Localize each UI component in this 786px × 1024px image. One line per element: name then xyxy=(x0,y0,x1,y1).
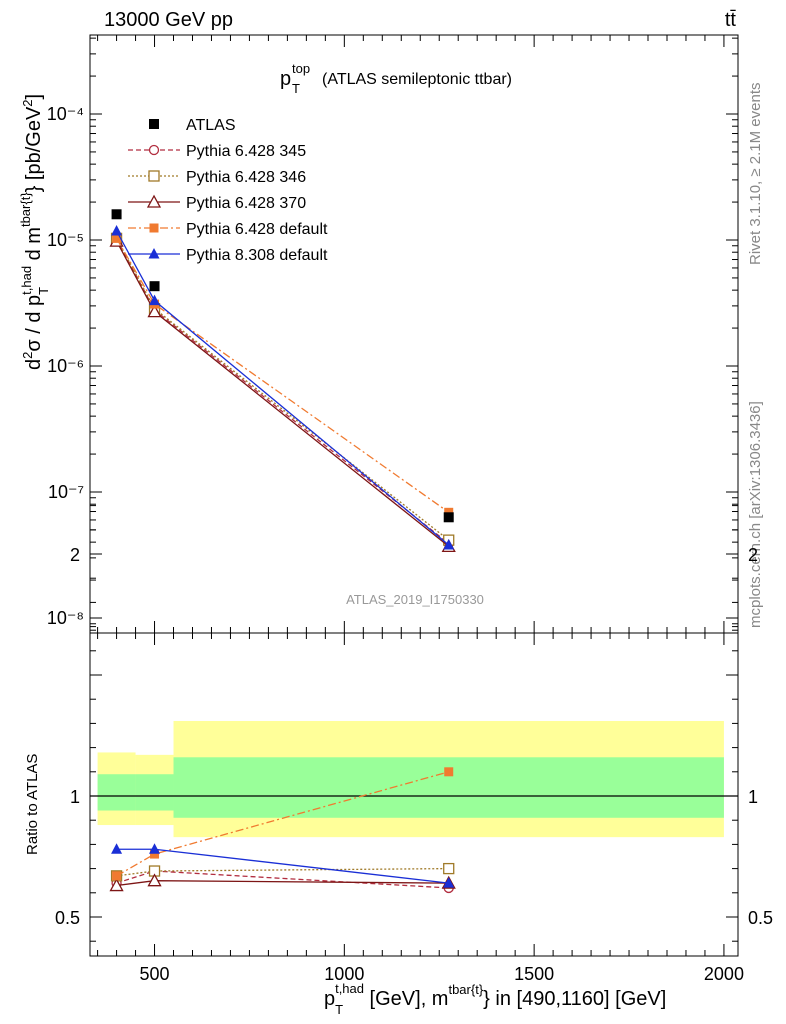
legend-marker-data xyxy=(149,119,159,129)
rivet-version-text: Rivet 3.1.10, ≥ 2.1M events xyxy=(747,83,764,266)
legend-label: Pythia 6.428 345 xyxy=(186,143,306,160)
series-point-main xyxy=(147,304,162,318)
svg-text:T: T xyxy=(292,81,300,96)
svg-text:p: p xyxy=(280,68,291,90)
series-point-ratio xyxy=(109,878,124,892)
y-tick-label: 10⁻⁷ xyxy=(48,482,84,502)
legend-label: Pythia 6.428 370 xyxy=(186,195,306,212)
plot-title-text: (ATLAS semileptonic ttbar) xyxy=(322,71,512,88)
legend-marker xyxy=(146,194,162,208)
ratio-y-tick-label-right: 1 xyxy=(748,787,758,807)
ratio-y-tick-label-right: 2 xyxy=(748,545,758,565)
data-point xyxy=(111,209,122,220)
legend-label-data: ATLAS xyxy=(186,117,236,134)
series-point-ratio xyxy=(111,843,123,854)
series-point-ratio xyxy=(149,843,161,854)
legend-marker xyxy=(149,223,159,233)
legend-label: Pythia 8.308 default xyxy=(186,247,328,264)
ratio-band-inner xyxy=(97,774,136,811)
data-point xyxy=(149,281,160,292)
ratio-y-tick-label-right: 0.5 xyxy=(748,908,773,928)
svg-text:top: top xyxy=(292,61,310,76)
series-point-main xyxy=(443,538,455,550)
legend-marker xyxy=(148,248,160,259)
y-tick-label: 10⁻⁵ xyxy=(47,230,84,250)
y-tick-label: 10⁻⁸ xyxy=(47,608,84,628)
axes-layer: 500 1000 1500 2000 10⁻⁸ 10⁻⁷ 10⁻⁶ 10⁻⁵ 10⁻⁴ 0.5 0.… xyxy=(47,34,773,984)
legend: ATLAS Pythia 6.428 345 Pythia 6.428 346 Pyt… xyxy=(128,117,328,264)
legend-label: Pythia 6.428 346 xyxy=(186,169,306,186)
series-point-ratio xyxy=(444,767,454,777)
y-tick-label: 10⁻⁶ xyxy=(47,356,84,376)
ratio-y-tick-label: 1 xyxy=(70,787,80,807)
ratio-band-inner xyxy=(135,774,174,811)
series-point-ratio xyxy=(443,862,455,875)
y-tick-label: 10⁻⁴ xyxy=(47,104,84,124)
series-line-ratio xyxy=(116,867,449,877)
x-tick-label: 1000 xyxy=(324,964,364,984)
series-point-ratio xyxy=(150,849,160,859)
analysis-id-watermark: ATLAS_2019_I1750330 xyxy=(346,592,484,607)
x-tick-label: 1500 xyxy=(514,964,554,984)
ratio-y-axis-label: Ratio to ATLAS xyxy=(24,754,41,855)
legend-label: Pythia 6.428 default xyxy=(186,221,328,238)
legend-marker xyxy=(148,144,160,156)
header-left: 13000 GeV pp xyxy=(104,9,233,31)
ratio-y-tick-label: 0.5 xyxy=(55,908,80,928)
x-tick-label: 500 xyxy=(140,964,170,984)
legend-marker xyxy=(148,170,160,182)
ratio-frame xyxy=(89,632,739,957)
ratio-uncertainty-bands xyxy=(90,720,738,838)
series-point-ratio xyxy=(147,873,162,887)
header-right: tt̄ xyxy=(725,9,737,31)
data-point xyxy=(443,512,454,523)
x-tick-label: 2000 xyxy=(704,964,744,984)
ratio-y-tick-label: 2 xyxy=(70,545,80,565)
series-layer xyxy=(109,209,456,894)
series-point-ratio xyxy=(443,877,455,888)
series-point-ratio xyxy=(112,871,122,881)
mcplots-credit-text: mcplots.cern.ch [arXiv:1306.3436] xyxy=(747,401,764,628)
series-point-main xyxy=(112,233,122,243)
series-point-main xyxy=(149,294,161,306)
plot-title: p T top (ATLAS semileptonic ttbar) xyxy=(280,61,512,96)
ratio-band-inner xyxy=(173,757,724,818)
series-point-main xyxy=(111,224,123,236)
